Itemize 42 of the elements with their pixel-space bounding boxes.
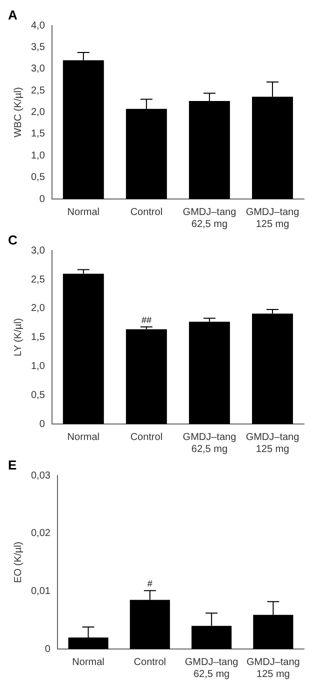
annotation: # (147, 578, 152, 589)
y-tick-label: 0,5 (30, 390, 46, 401)
y-tick-label: 1,0 (30, 150, 46, 162)
chart-title: A (8, 7, 18, 22)
bar (188, 322, 230, 424)
y-tick-label: 4,0 (30, 20, 46, 32)
y-tick-label: 0 (39, 418, 46, 430)
y-tick-label: 1,5 (30, 128, 46, 140)
y-axis-title: WBC (K/µl) (12, 87, 24, 138)
y-tick-label: 3,5 (30, 42, 46, 54)
bar (126, 329, 167, 424)
x-tick-label: GMDJ–tang 62,5 mg (184, 656, 238, 680)
y-tick-label: 2,0 (30, 303, 46, 314)
x-tick-label: Control (134, 656, 166, 668)
y-tick-label: 1,5 (30, 332, 46, 344)
x-tick-label: GMDJ–tang 62,5 mg (182, 432, 236, 455)
x-tick-label: GMDJ–tang 125 mg (246, 432, 300, 455)
x-tick-label: GMDJ–tang 125 mg (246, 206, 300, 230)
y-tick-label: 2,5 (30, 85, 46, 96)
y-tick-label: 0,01 (30, 586, 51, 597)
y-tick-label: 1,0 (30, 360, 46, 372)
annotation: ## (141, 314, 152, 325)
x-tick-label: Control (130, 432, 163, 443)
y-tick-label: 0 (39, 194, 46, 205)
y-tick-label: 0,03 (30, 470, 51, 482)
y-tick-label: 3,0 (30, 245, 46, 256)
x-tick-label: Normal (67, 432, 100, 443)
x-tick-label: Normal (72, 656, 104, 668)
chart-title: C (8, 232, 18, 248)
y-axis-title: LY (K/µl) (12, 318, 24, 356)
x-tick-label: Control (130, 206, 163, 218)
y-tick-label: 0,02 (30, 528, 51, 540)
y-tick-label: 0,5 (30, 172, 46, 184)
x-tick-label: GMDJ–tang 62,5 mg (182, 206, 236, 230)
y-tick-label: 2,0 (30, 107, 46, 118)
y-tick-label: 3,0 (30, 64, 46, 75)
chart-title: E (8, 457, 17, 472)
x-tick-label: GMDJ–tang 125 mg (246, 656, 300, 680)
y-tick-label: 0 (44, 644, 51, 655)
y-tick-label: 2,5 (30, 274, 46, 286)
y-axis-title: EO (K/µl) (12, 542, 24, 583)
x-tick-label: Normal (67, 206, 100, 218)
